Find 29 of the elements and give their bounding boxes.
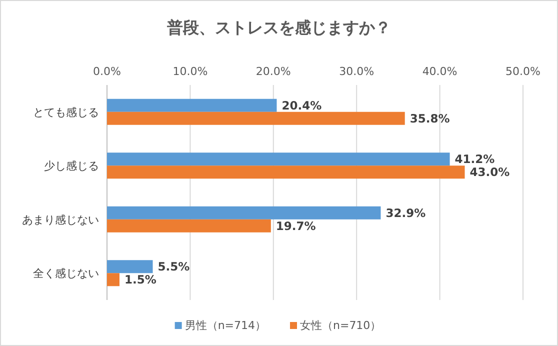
data-label: 41.2%: [454, 152, 496, 166]
bar: [107, 260, 153, 274]
y-tick-label: 少し感じる: [44, 160, 99, 173]
bar: [107, 166, 465, 179]
bar: [107, 98, 277, 112]
y-tick-label: 全く感じない: [33, 267, 99, 280]
x-tick-label: 30.0%: [339, 65, 374, 78]
x-tick-label: 0.0%: [93, 65, 121, 78]
data-label: 43.0%: [470, 165, 510, 180]
data-label: 19.7%: [276, 218, 316, 233]
x-tick-label: 10.0%: [172, 65, 208, 78]
data-label: 1.5%: [124, 272, 157, 287]
data-label: 5.5%: [158, 260, 190, 274]
legend-label: 男性（n=714）: [184, 319, 266, 332]
data-label: 35.8%: [410, 111, 450, 126]
data-label: 32.9%: [386, 206, 426, 220]
x-tick-label: 40.0%: [422, 65, 458, 78]
bar: [107, 206, 381, 220]
data-label: 20.4%: [282, 98, 322, 112]
bar: [107, 112, 405, 125]
x-tick-label: 50.0%: [506, 65, 540, 78]
legend-label: 女性（n=710）: [300, 319, 382, 332]
chart-title: 普段、ストレスを感じますか？: [166, 18, 391, 37]
bar: [107, 152, 450, 166]
y-tick-label: とても感じる: [33, 106, 99, 119]
y-tick-label: あまり感じない: [22, 213, 99, 226]
x-tick-label: 20.0%: [256, 65, 291, 78]
bar: [107, 273, 120, 286]
bar: [107, 219, 271, 232]
